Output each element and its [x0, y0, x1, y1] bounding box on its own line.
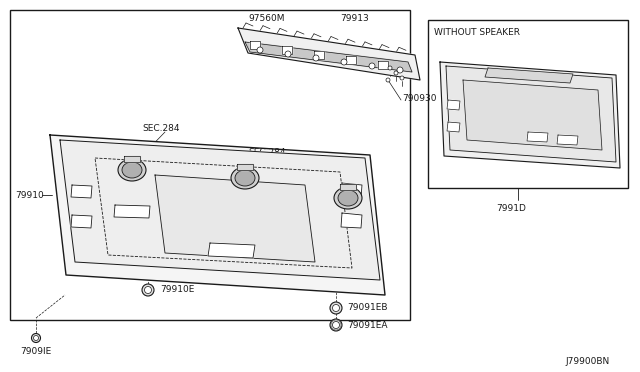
Polygon shape	[124, 156, 140, 162]
Ellipse shape	[334, 187, 362, 209]
Circle shape	[330, 302, 342, 314]
Circle shape	[333, 305, 339, 311]
Polygon shape	[527, 132, 548, 142]
Polygon shape	[340, 184, 356, 190]
Polygon shape	[71, 215, 92, 228]
Circle shape	[388, 66, 392, 70]
Circle shape	[369, 63, 375, 69]
Polygon shape	[346, 56, 356, 64]
Circle shape	[330, 319, 342, 331]
Circle shape	[257, 47, 263, 53]
Text: SEC.284: SEC.284	[248, 148, 285, 157]
Text: 97560M: 97560M	[248, 13, 285, 22]
Circle shape	[145, 286, 152, 294]
Circle shape	[313, 55, 319, 61]
Polygon shape	[282, 46, 292, 54]
Polygon shape	[245, 42, 412, 72]
Polygon shape	[440, 62, 620, 168]
Ellipse shape	[231, 167, 259, 189]
Ellipse shape	[338, 190, 358, 206]
Polygon shape	[341, 183, 362, 198]
Text: SEC.284: SEC.284	[142, 124, 179, 132]
Polygon shape	[378, 61, 388, 69]
Text: 7909IE: 7909IE	[20, 347, 51, 356]
Polygon shape	[238, 28, 420, 80]
Text: 79910E: 79910E	[160, 285, 195, 295]
Polygon shape	[447, 122, 460, 132]
Text: 79910: 79910	[15, 190, 44, 199]
Circle shape	[394, 71, 398, 75]
Polygon shape	[485, 68, 573, 83]
Polygon shape	[114, 205, 150, 218]
Circle shape	[33, 336, 38, 340]
Text: SEC.284: SEC.284	[315, 173, 353, 183]
Ellipse shape	[122, 162, 142, 178]
Circle shape	[341, 59, 347, 65]
Circle shape	[142, 284, 154, 296]
Text: 79091EB: 79091EB	[347, 304, 387, 312]
Polygon shape	[446, 66, 616, 162]
Circle shape	[386, 78, 390, 82]
Circle shape	[397, 67, 403, 73]
Bar	[428, 20, 628, 188]
Polygon shape	[50, 135, 385, 295]
Polygon shape	[463, 80, 602, 150]
Circle shape	[400, 76, 404, 80]
Polygon shape	[71, 185, 92, 198]
Text: 7991D: 7991D	[496, 203, 526, 212]
Polygon shape	[237, 164, 253, 170]
Text: WITHOUT SPEAKER: WITHOUT SPEAKER	[434, 28, 520, 36]
Polygon shape	[447, 100, 460, 110]
Ellipse shape	[235, 170, 255, 186]
Polygon shape	[314, 51, 324, 59]
Text: 790930: 790930	[402, 93, 436, 103]
Polygon shape	[250, 41, 260, 49]
Text: 79913: 79913	[340, 13, 369, 22]
Polygon shape	[60, 140, 380, 280]
Circle shape	[285, 51, 291, 57]
Polygon shape	[155, 175, 315, 262]
Text: 79091EA: 79091EA	[347, 321, 387, 330]
Polygon shape	[341, 213, 362, 228]
Polygon shape	[557, 135, 578, 145]
Text: J79900BN: J79900BN	[566, 357, 610, 366]
Circle shape	[333, 321, 339, 328]
Bar	[10, 10, 410, 320]
Polygon shape	[208, 243, 255, 258]
Circle shape	[31, 334, 40, 343]
Ellipse shape	[118, 159, 146, 181]
